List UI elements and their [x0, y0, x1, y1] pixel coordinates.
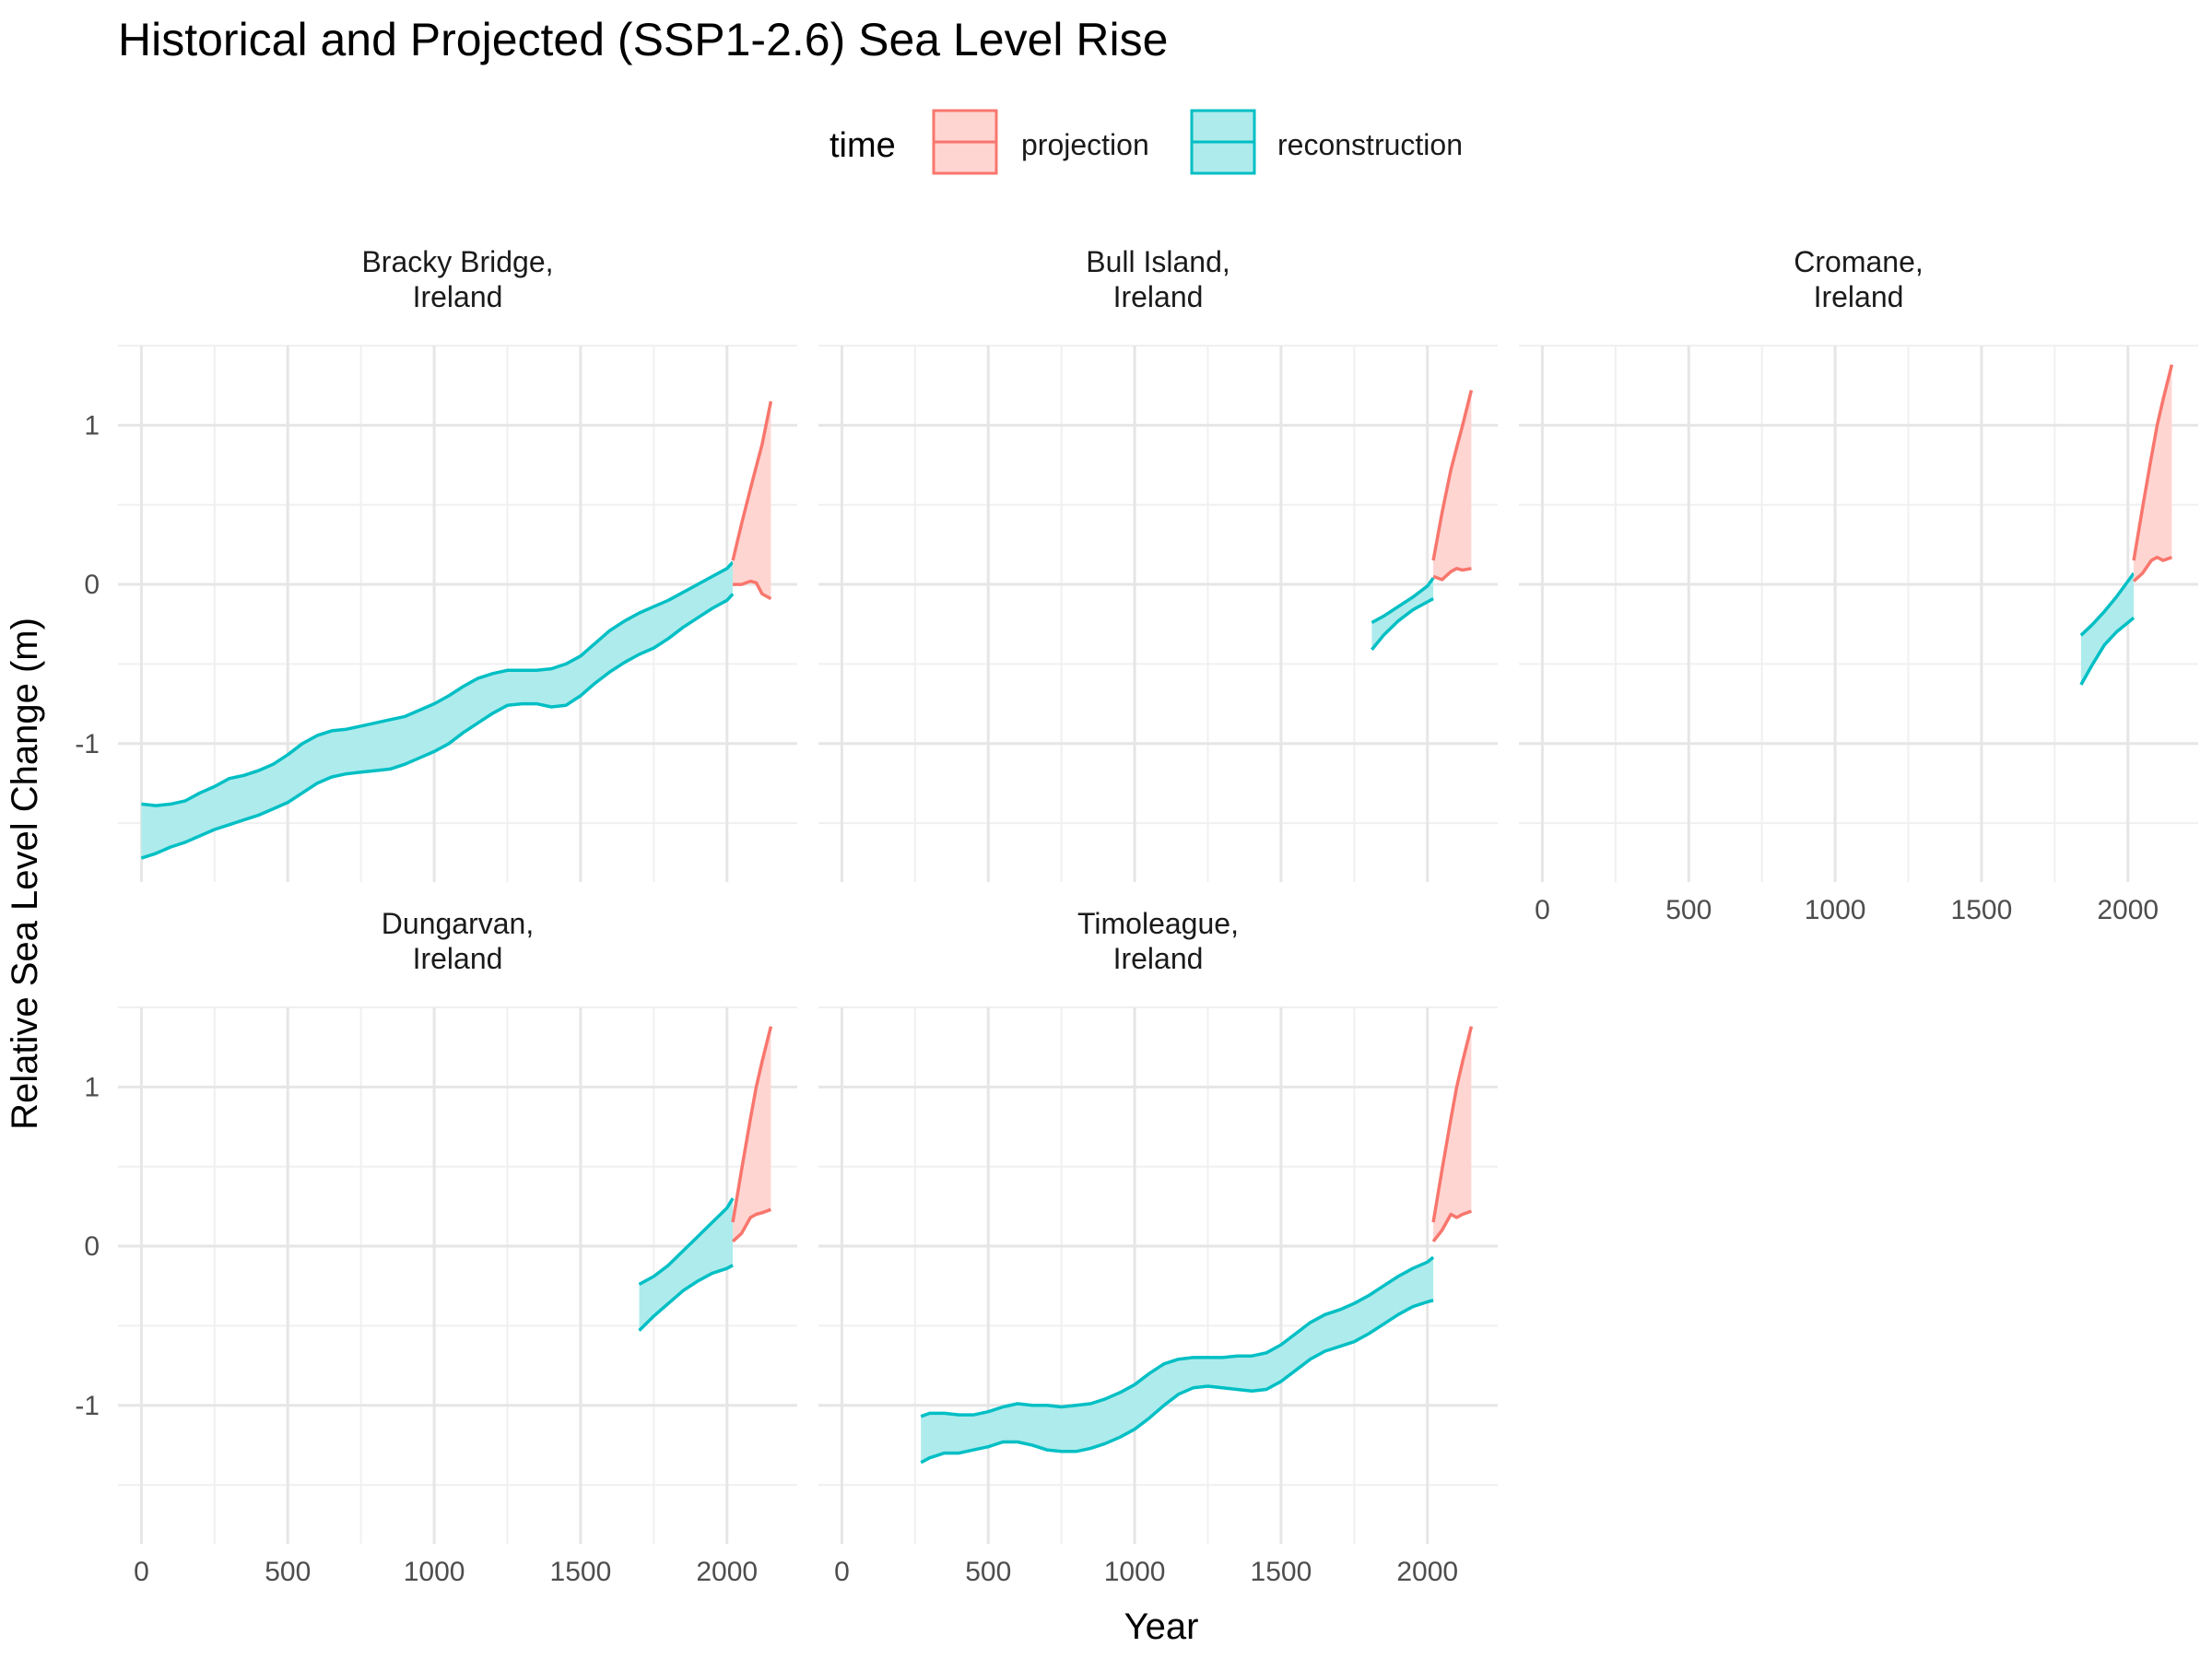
- projection-lower-line: [733, 579, 772, 601]
- x-tick-label: 0: [134, 1557, 149, 1587]
- reconstruction-upper-line: [920, 1255, 1435, 1418]
- legend: time projection reconstruction: [830, 109, 1463, 175]
- projection-upper-line: [731, 1026, 773, 1223]
- projection-ribbon: [2134, 364, 2172, 582]
- x-tick-label: 2000: [1396, 1557, 1458, 1587]
- projection-ribbon: [1433, 1026, 1472, 1241]
- facet-strip-line: Dungarvan,: [382, 907, 534, 940]
- grid: [818, 1006, 1498, 1544]
- projection-ribbon: [733, 1026, 771, 1241]
- y-axis-title: Relative Sea Level Change (m): [5, 618, 45, 1130]
- x-tick-label: 2000: [696, 1557, 758, 1587]
- x-tick-label: 1500: [1951, 895, 2013, 925]
- reconstruction-upper-line: [141, 560, 735, 807]
- y-tick-label: -1: [75, 729, 100, 759]
- grid: [118, 1006, 797, 1544]
- reconstruction-ribbon: [1371, 578, 1434, 650]
- chart-title: Historical and Projected (SSP1-2.6) Sea …: [118, 14, 1168, 65]
- facet-strip-label: Timoleague, Ireland: [1077, 907, 1239, 975]
- y-tick-label: 1: [84, 1072, 100, 1102]
- x-tick-label: 1000: [1805, 895, 1866, 925]
- y-tick-label: 0: [84, 570, 100, 600]
- x-axis-title: Year: [1124, 1606, 1199, 1647]
- reconstruction-upper-line: [2079, 571, 2136, 637]
- projection-upper-line: [2132, 364, 2174, 561]
- reconstruction-lower-line: [920, 1299, 1434, 1465]
- facet-strip-line: Cromane,: [1794, 245, 1924, 278]
- projection-lower-line: [1432, 567, 1472, 582]
- reconstruction-ribbon: [141, 561, 734, 859]
- facet-strip-label: Cromane, Ireland: [1794, 245, 1924, 313]
- x-tick-label: 1500: [550, 1557, 612, 1587]
- legend-title: time: [830, 126, 896, 165]
- reconstruction-upper-line: [638, 1197, 735, 1287]
- reconstruction-lower-line: [2079, 616, 2136, 686]
- projection-lower-line: [2132, 555, 2172, 582]
- facet-strip-line: Bull Island,: [1086, 245, 1230, 278]
- facet-strip-line: Ireland: [413, 280, 503, 313]
- y-tick-label: -1: [75, 1391, 100, 1421]
- legend-key-projection: [932, 109, 998, 175]
- facet-strip-line: Timoleague,: [1077, 907, 1239, 940]
- x-tick-label: 2000: [2097, 895, 2159, 925]
- projection-upper-line: [731, 401, 773, 561]
- projection-upper-line: [1431, 1026, 1474, 1223]
- projection-upper-line: [1431, 389, 1474, 561]
- grid: [118, 345, 797, 882]
- x-tick-label: 0: [1535, 895, 1550, 925]
- x-tick-label: 500: [965, 1557, 1011, 1587]
- facet-strip-label: Bracky Bridge, Ireland: [361, 245, 553, 313]
- projection-lower-line: [1431, 1209, 1472, 1242]
- facet-panel: Cromane, Ireland 0 500 1000 1500 2000: [1519, 245, 2198, 925]
- facet-strip-line: Ireland: [1113, 280, 1204, 313]
- facet-strip-line: Ireland: [413, 942, 503, 975]
- reconstruction-lower-line: [140, 593, 735, 860]
- reconstruction-lower-line: [638, 1264, 734, 1332]
- facet-panel: Dungarvan, Ireland 0 500 1000 1500 2000 -1 0 1: [75, 907, 797, 1587]
- legend-label-projection: projection: [1021, 128, 1149, 161]
- reconstruction-lower-line: [1371, 597, 1434, 652]
- facet-strip-line: Ireland: [1113, 942, 1204, 975]
- facet-panel: Bracky Bridge, Ireland -1 0 1: [75, 245, 797, 882]
- legend-key-reconstruction: [1190, 109, 1256, 175]
- reconstruction-ribbon: [639, 1198, 734, 1331]
- x-tick-label: 0: [834, 1557, 850, 1587]
- grid: [818, 345, 1498, 882]
- facet-strip-line: Bracky Bridge,: [361, 245, 553, 278]
- facet-strip-line: Ireland: [1814, 280, 1904, 313]
- projection-lower-line: [731, 1207, 772, 1243]
- x-tick-label: 1500: [1251, 1557, 1312, 1587]
- x-tick-label: 500: [265, 1557, 311, 1587]
- reconstruction-ribbon: [2080, 573, 2135, 685]
- x-tick-label: 1000: [404, 1557, 465, 1587]
- reconstruction-upper-line: [1371, 577, 1435, 625]
- facet-panel: Bull Island, Ireland: [818, 245, 1498, 882]
- facet-panel: Timoleague, Ireland 0 500 1000 1500 2000: [818, 907, 1498, 1587]
- y-tick-label: 0: [84, 1231, 100, 1262]
- grid: [1519, 345, 2198, 882]
- x-tick-label: 1000: [1104, 1557, 1166, 1587]
- legend-label-reconstruction: reconstruction: [1277, 128, 1463, 161]
- x-tick-label: 500: [1665, 895, 1712, 925]
- y-tick-label: 1: [84, 410, 100, 441]
- projection-ribbon: [1433, 390, 1472, 580]
- facet-strip-label: Bull Island, Ireland: [1086, 245, 1230, 313]
- facet-strip-label: Dungarvan, Ireland: [382, 907, 534, 975]
